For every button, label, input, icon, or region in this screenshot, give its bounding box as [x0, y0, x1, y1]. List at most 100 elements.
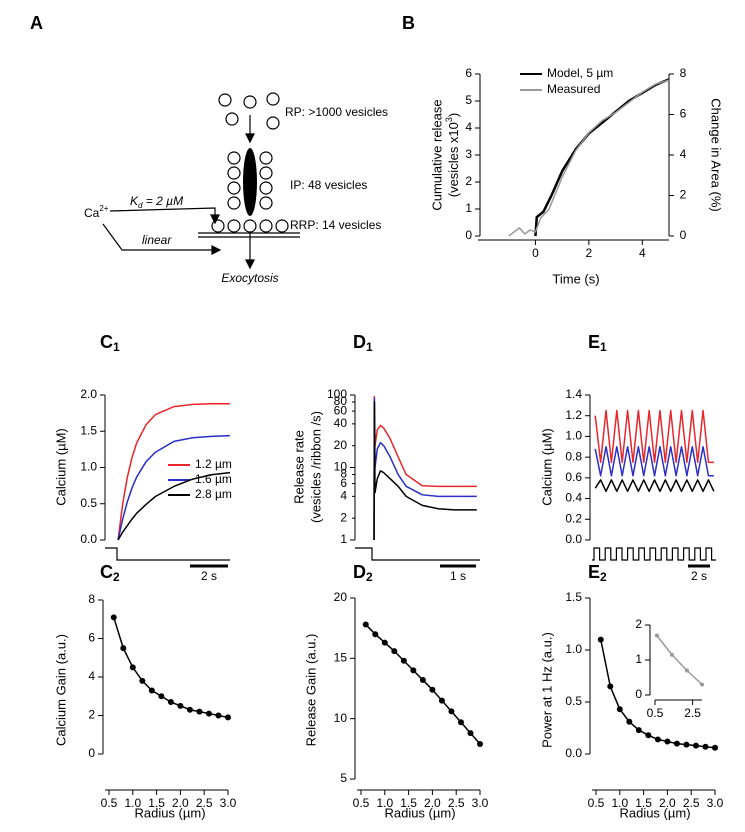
panel-letter: D — [353, 562, 366, 582]
legend-label: 2.8 µm — [195, 487, 232, 501]
y-tick-label: 5 — [340, 771, 347, 785]
data-point — [177, 702, 184, 709]
y-tick-label: 4 — [465, 120, 472, 134]
y-tick-label: 1.0 — [565, 429, 582, 443]
y-tick-label: 2 — [340, 510, 347, 524]
kd: K — [130, 194, 139, 208]
x-tick-label: 0.5 — [101, 796, 118, 810]
panel-letter: C — [100, 562, 113, 582]
ip-label: IP: 48 vesicles — [290, 178, 367, 192]
data-point — [616, 706, 623, 713]
x-tick-label: 2.5 — [683, 796, 700, 810]
data-point — [467, 730, 474, 737]
data-point — [684, 668, 689, 673]
y-tick-label: 1 — [635, 652, 642, 666]
y-tick-label: 60 — [334, 403, 348, 417]
series-line — [373, 401, 477, 541]
y-tick-label: 40 — [334, 416, 348, 430]
y-tick-label: 6 — [465, 66, 472, 80]
panel-index: 2 — [600, 570, 607, 584]
data-point — [654, 633, 659, 638]
panel-letter: D — [353, 332, 366, 352]
x-tick-label: 3.0 — [220, 796, 237, 810]
x-tick-label: 0.5 — [353, 796, 370, 810]
legend-label: 1.2 µm — [195, 457, 232, 471]
x-tick-label: 2.5 — [448, 796, 465, 810]
data-point — [429, 686, 436, 693]
panel-index: 1 — [113, 340, 120, 354]
x-tick-label: 1.5 — [400, 796, 417, 810]
panel-label: B — [402, 13, 415, 33]
series-line — [656, 635, 703, 686]
x-tick-label: 2.0 — [659, 796, 676, 810]
y-axis-title: Calcium (µM) — [53, 428, 68, 506]
data-point — [196, 708, 203, 715]
y-tick-label: 8 — [340, 467, 347, 481]
data-point — [372, 631, 379, 638]
scale-bar-label: 2 s — [691, 569, 707, 583]
x-tick-label: 1.0 — [124, 796, 141, 810]
panel-label: E2 — [588, 562, 607, 584]
data-point — [477, 741, 483, 748]
panel-letter: E — [588, 562, 600, 582]
rrp-label: RRP: 14 vesicles — [290, 218, 381, 232]
data-point — [664, 738, 671, 745]
series-line — [117, 471, 231, 541]
y-tick-label: 6 — [340, 476, 347, 490]
data-point — [700, 682, 704, 687]
data-point — [712, 744, 718, 751]
data-point — [400, 657, 407, 664]
y-tick-label: 1.4 — [565, 387, 582, 401]
y-axis-title: Calcium Gain (a.u.) — [53, 634, 68, 746]
y-tick-label: 80 — [334, 394, 348, 408]
y-tick-label: 0.0 — [565, 746, 582, 760]
panel-label: E1 — [588, 332, 607, 354]
data-point — [205, 710, 212, 717]
x-tick-label: 3.0 — [472, 796, 489, 810]
y-axis-title-part: (vesicles x10 — [446, 122, 461, 197]
data-point — [692, 742, 699, 749]
y-axis-title: (vesicles x103) — [444, 113, 461, 198]
data-point — [158, 693, 165, 700]
legend-label: Measured — [547, 82, 600, 96]
y-tick-label: 1.0 — [565, 642, 582, 656]
x-tick-label: 2.0 — [424, 796, 441, 810]
y-tick-label: 2 — [465, 174, 472, 188]
data-point — [419, 677, 426, 684]
panel-index: 1 — [366, 340, 373, 354]
y-tick-label: 1.0 — [80, 460, 97, 474]
data-point — [362, 621, 369, 628]
x-axis-title: Radius (µm) — [619, 805, 690, 820]
y-tick-label: 2 — [88, 708, 95, 722]
data-point — [597, 636, 604, 643]
data-point — [120, 645, 127, 652]
y-tick-label: 0.6 — [565, 470, 582, 484]
y-tick-label: 0.2 — [565, 511, 582, 525]
scale-bar-label: 2 s — [201, 569, 217, 583]
y-tick-label: 0.4 — [565, 491, 582, 505]
series-line — [117, 434, 231, 541]
y-tick-label: 0.0 — [80, 532, 97, 546]
legend-label: Model, 5 µm — [547, 66, 613, 80]
y-tick-label: 0.0 — [565, 532, 582, 546]
ca-charge: 2+ — [99, 204, 108, 213]
kd-sub: d — [138, 201, 143, 210]
data-point — [448, 708, 455, 715]
vesicles — [211, 92, 289, 233]
y2-tick-label: 2 — [680, 188, 687, 202]
y-axis-title: (vesicles /ribbon /s) — [308, 411, 323, 523]
y-tick-label: 20 — [334, 438, 348, 452]
y-tick-label: 20 — [334, 590, 348, 604]
data-point — [129, 664, 136, 671]
data-point — [673, 740, 680, 747]
ca: Ca — [84, 206, 100, 220]
panel-index: 1 — [600, 340, 607, 354]
series-line — [534, 78, 670, 237]
y-tick-label: 100 — [327, 387, 347, 401]
y2-tick-label: 4 — [680, 147, 687, 161]
panel-label: C2 — [100, 562, 120, 584]
series-line — [373, 397, 477, 541]
series-line — [594, 446, 714, 477]
y-tick-label: 2.0 — [80, 387, 97, 401]
scale-bar-label: 1 s — [450, 569, 466, 583]
